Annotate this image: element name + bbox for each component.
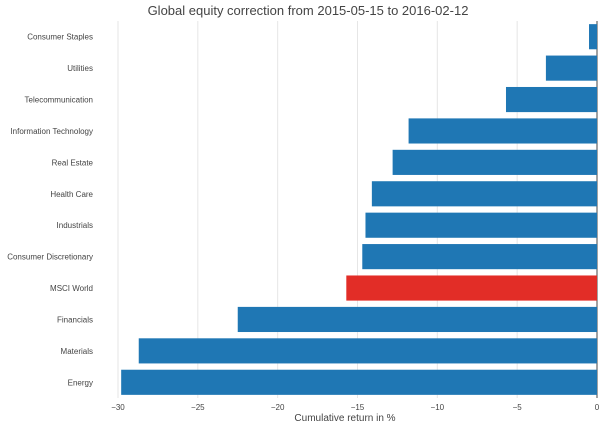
bar-consumer-staples <box>589 24 597 50</box>
category-label: Telecommunication <box>25 96 93 105</box>
bar-telecommunication <box>505 86 597 113</box>
bar-msci-world <box>346 275 597 301</box>
bar-real-estate <box>392 149 597 175</box>
category-label: Information Technology <box>10 127 93 136</box>
category-labels: Consumer Staples Utilities Telecommunicati… <box>7 33 93 388</box>
x-axis-label: Cumulative return in % <box>294 413 395 424</box>
bar-consumer-discretionary <box>362 244 597 270</box>
category-label: Utilities <box>67 64 93 73</box>
bar-energy <box>121 369 597 395</box>
bar-information-technology <box>408 118 597 144</box>
bar-industrials <box>365 212 597 238</box>
x-tick-label: −10 <box>431 403 445 412</box>
category-label: Materials <box>61 347 93 356</box>
bar-health-care <box>371 181 597 207</box>
category-label: Industrials <box>57 221 93 230</box>
bar-financials <box>237 306 597 333</box>
x-tick-label: −20 <box>271 403 285 412</box>
x-axis-ticks: −30 −25 −20 −15 −10 −5 0 <box>111 403 600 412</box>
category-label: Consumer Discretionary <box>7 253 93 262</box>
category-label: MSCI World <box>50 284 93 293</box>
x-tick-label: −30 <box>111 403 125 412</box>
category-label: Energy <box>68 378 93 387</box>
category-label: Health Care <box>50 190 93 199</box>
x-tick-label: −15 <box>351 403 365 412</box>
category-label: Real Estate <box>52 158 94 167</box>
chart-title: Global equity correction from 2015-05-15… <box>148 3 469 18</box>
grid <box>117 21 598 398</box>
category-label: Consumer Staples <box>27 33 93 42</box>
x-tick-label: −5 <box>513 403 523 412</box>
bar-utilities <box>545 55 597 81</box>
category-label: Financials <box>57 315 93 324</box>
x-tick-label: −25 <box>191 403 205 412</box>
x-tick-label: 0 <box>595 403 600 412</box>
bar-materials <box>138 338 598 364</box>
bars <box>121 24 598 395</box>
